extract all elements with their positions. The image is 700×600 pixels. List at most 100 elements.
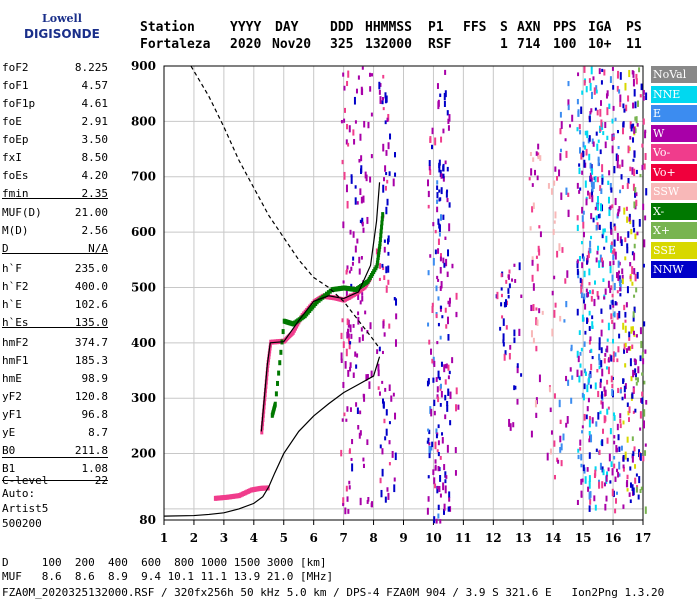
echo-point [626, 247, 629, 254]
x-trace-point [325, 291, 329, 297]
echo-point [619, 293, 622, 297]
echo-point [629, 466, 632, 471]
echo-point [587, 190, 590, 196]
echo-point [584, 303, 587, 310]
echo-point [588, 505, 591, 512]
echo-point [342, 381, 345, 388]
echo-point [644, 129, 647, 134]
echo-point [631, 436, 634, 441]
echo-point [433, 399, 436, 407]
echo-point [578, 375, 581, 383]
echo-point [346, 123, 349, 130]
echo-point [620, 174, 623, 180]
echo-point [355, 364, 358, 369]
echo-point [585, 288, 588, 293]
echo-point [441, 432, 444, 436]
echo-point [437, 238, 440, 245]
echo-point [633, 201, 636, 209]
echo-point [554, 166, 557, 172]
echo-point [509, 344, 512, 350]
echo-point [437, 296, 440, 301]
echo-point [369, 176, 372, 183]
echo-point [599, 254, 602, 263]
echo-point [586, 260, 589, 265]
echo-point [603, 415, 606, 424]
echo-point [581, 215, 584, 222]
echo-point [634, 373, 637, 377]
legend-item-x: X- [651, 202, 697, 220]
echo-point [599, 185, 602, 191]
echo-point [500, 273, 503, 278]
header-label: FFS [463, 20, 487, 35]
echo-point [382, 402, 385, 408]
echo-point [596, 109, 599, 116]
echo-point [434, 483, 437, 489]
echo-point [446, 444, 449, 453]
echo-point [590, 434, 593, 443]
param-key: MUF(D) [2, 206, 42, 219]
echo-point [438, 232, 441, 237]
x-trace-point [278, 360, 282, 366]
param-value: 21.00 [74, 206, 108, 219]
echo-point [395, 313, 398, 320]
header-label: AXN [517, 20, 541, 35]
echo-point [636, 231, 639, 236]
echo-point [608, 170, 611, 176]
echo-point [427, 322, 430, 327]
echo-point [641, 372, 644, 376]
echo-point [593, 495, 596, 502]
echo-point [631, 266, 634, 275]
echo-point [633, 243, 636, 249]
echo-point [346, 80, 349, 87]
echo-point [633, 446, 636, 452]
echo-point [343, 118, 346, 123]
echo-point [595, 448, 598, 452]
echo-point [359, 410, 362, 415]
echo-point [642, 420, 645, 429]
echo-point [559, 435, 562, 443]
echo-point [614, 117, 617, 122]
echo-point [610, 241, 613, 246]
param-row: fxI 8.50 [2, 149, 108, 167]
echo-point [590, 91, 593, 99]
echo-point [601, 164, 604, 173]
echo-point [428, 429, 431, 435]
echo-point [626, 286, 629, 294]
f-layer-trace-line [260, 182, 381, 432]
echo-point [589, 82, 592, 91]
x-trace-point [276, 380, 280, 386]
echo-point [603, 228, 606, 233]
echo-point [598, 365, 601, 370]
echo-point [448, 497, 451, 502]
echo-point [585, 86, 588, 93]
echo-point [614, 226, 617, 231]
echo-point [640, 83, 643, 91]
echo-point [618, 473, 621, 477]
echo-point [635, 334, 638, 338]
x-tick-label: 9 [399, 531, 407, 545]
echo-point [358, 432, 361, 439]
param-value: 1.08 [81, 462, 109, 475]
echo-point [608, 453, 611, 462]
echo-point [632, 369, 635, 378]
echo-point [576, 369, 579, 378]
echo-point [437, 451, 440, 457]
echo-point [455, 404, 458, 412]
echo-point [433, 410, 436, 416]
echo-point [559, 128, 562, 135]
header-value: 2020 [230, 37, 262, 52]
echo-point [631, 484, 634, 491]
echo-point [431, 305, 434, 314]
echo-point [599, 128, 602, 132]
x-trace-point [273, 401, 277, 407]
echo-point [621, 268, 624, 275]
echo-point [345, 290, 348, 298]
echo-point [435, 434, 438, 439]
echo-point [616, 290, 619, 294]
echo-point [384, 120, 387, 125]
echo-point [580, 347, 583, 352]
echo-point [514, 385, 517, 390]
echo-point [610, 313, 613, 320]
echo-point [634, 187, 637, 193]
echo-point [616, 423, 619, 431]
